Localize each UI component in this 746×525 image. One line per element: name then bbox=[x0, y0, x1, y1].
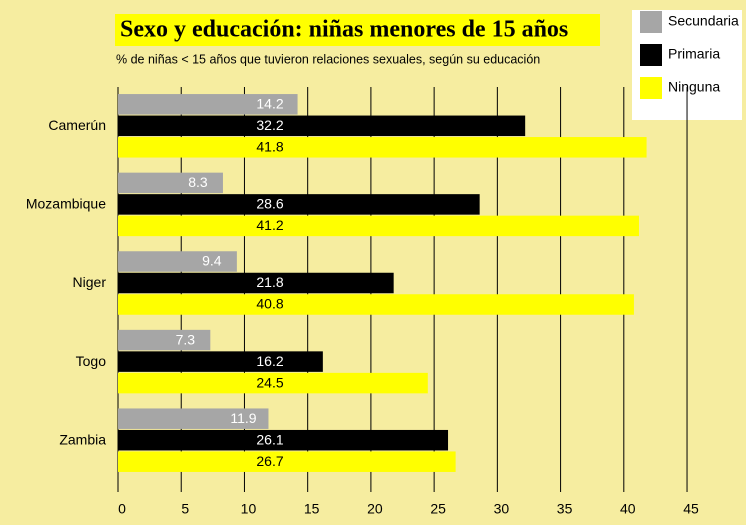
legend-label: Secundaria bbox=[668, 13, 739, 29]
x-tick-label: 0 bbox=[118, 501, 126, 517]
bar bbox=[118, 294, 634, 315]
bar bbox=[118, 429, 449, 451]
bar bbox=[118, 408, 269, 429]
value-label: 21.8 bbox=[256, 274, 283, 290]
legend-label: Ninguna bbox=[668, 79, 720, 95]
bar bbox=[118, 351, 323, 372]
value-label: 32.2 bbox=[256, 117, 283, 133]
x-tick-label: 10 bbox=[241, 501, 257, 517]
legend-swatch bbox=[640, 77, 662, 99]
value-label: 41.2 bbox=[256, 217, 283, 233]
bar bbox=[118, 115, 526, 137]
x-tick-label: 25 bbox=[430, 501, 446, 517]
bar bbox=[118, 215, 639, 237]
bar bbox=[118, 172, 223, 194]
value-label: 16.2 bbox=[256, 353, 283, 369]
title-highlight bbox=[115, 14, 600, 46]
value-label: 8.3 bbox=[188, 174, 208, 190]
legend-swatch bbox=[640, 11, 662, 33]
value-label: 24.5 bbox=[256, 374, 283, 390]
bar bbox=[118, 372, 428, 394]
x-tick-label: 30 bbox=[494, 501, 510, 517]
bar bbox=[118, 137, 647, 158]
y-tick-label: Camerún bbox=[48, 117, 106, 133]
x-tick-label: 20 bbox=[367, 501, 383, 517]
value-label: 7.3 bbox=[176, 331, 196, 347]
bar bbox=[118, 272, 394, 294]
y-tick-label: Togo bbox=[76, 353, 107, 369]
chart-title: Sexo y educación: niñas menores de 15 añ… bbox=[120, 17, 568, 43]
value-label: 40.8 bbox=[256, 296, 283, 312]
legend-label: Primaria bbox=[668, 46, 720, 62]
x-tick-label: 35 bbox=[557, 501, 573, 517]
y-tick-label: Niger bbox=[73, 274, 107, 290]
x-tick-label: 15 bbox=[304, 501, 320, 517]
bar bbox=[118, 251, 237, 272]
bar bbox=[118, 94, 298, 115]
value-label: 26.7 bbox=[256, 453, 283, 469]
value-label: 9.4 bbox=[202, 253, 222, 269]
bar bbox=[118, 329, 211, 351]
x-tick-label: 45 bbox=[683, 501, 699, 517]
chart-subtitle: % de niñas < 15 años que tuvieron relaci… bbox=[116, 52, 540, 66]
value-label: 14.2 bbox=[256, 96, 283, 112]
value-label: 28.6 bbox=[256, 196, 283, 212]
x-tick-label: 40 bbox=[620, 501, 636, 517]
value-label: 11.9 bbox=[230, 410, 256, 426]
value-label: 41.8 bbox=[256, 139, 283, 155]
bar bbox=[118, 194, 480, 215]
x-tick-label: 5 bbox=[181, 501, 189, 517]
y-tick-label: Zambia bbox=[59, 431, 106, 447]
bar bbox=[118, 451, 456, 472]
legend-swatch bbox=[640, 44, 662, 66]
value-label: 26.1 bbox=[256, 431, 283, 447]
y-tick-label: Mozambique bbox=[26, 196, 106, 212]
